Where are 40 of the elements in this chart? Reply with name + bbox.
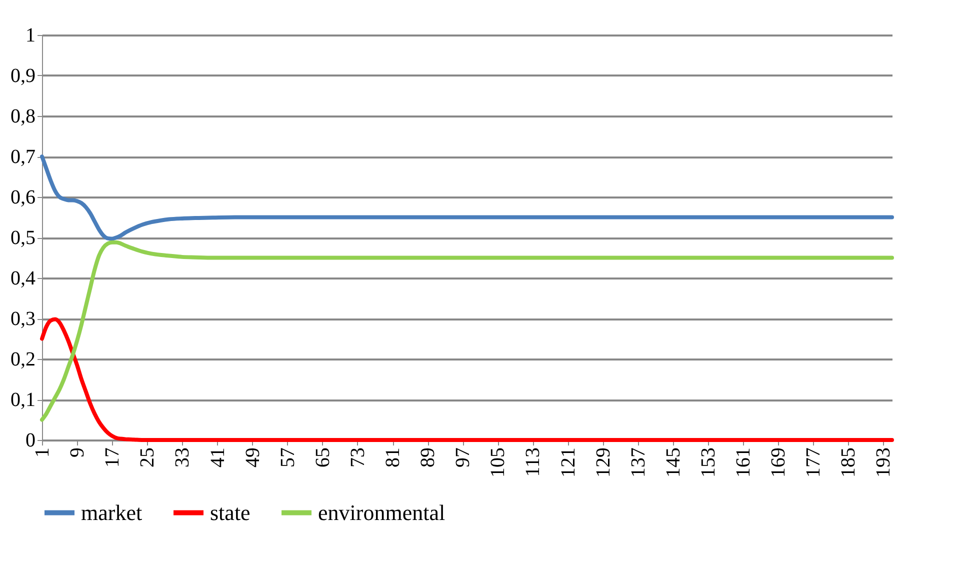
x-tick-label: 65 bbox=[312, 448, 334, 468]
x-tick-label: 25 bbox=[136, 448, 159, 468]
line-series bbox=[40, 154, 894, 241]
y-tick-label: 0,7 bbox=[10, 146, 36, 168]
x-tick-label: 57 bbox=[276, 448, 299, 468]
x-tick-label: 185 bbox=[838, 448, 860, 478]
x-tick-label: 41 bbox=[206, 448, 229, 468]
x-tick-label: 177 bbox=[802, 448, 825, 478]
x-tick-label: 9 bbox=[66, 448, 89, 458]
legend-label: market bbox=[81, 500, 142, 525]
y-tick-label: 0,6 bbox=[10, 186, 36, 208]
x-tick-label: 33 bbox=[172, 448, 194, 468]
x-tick-label: 161 bbox=[732, 448, 755, 478]
x-tick-label: 137 bbox=[627, 448, 650, 478]
y-tick-label: 1 bbox=[26, 24, 36, 46]
y-tick-label: 0,8 bbox=[10, 106, 36, 128]
legend-label: environmental bbox=[318, 500, 446, 525]
y-tick-label: 0,2 bbox=[10, 348, 36, 370]
y-tick-label: 0,4 bbox=[10, 268, 36, 290]
y-tick-label: 0 bbox=[26, 430, 36, 452]
x-tick-label: 73 bbox=[346, 448, 369, 468]
x-tick-label: 121 bbox=[557, 448, 580, 478]
x-tick-label: 169 bbox=[768, 448, 790, 478]
x-tick-label: 17 bbox=[102, 448, 124, 468]
line-series bbox=[40, 240, 894, 422]
y-tick-label: 0,1 bbox=[10, 389, 36, 411]
x-tick-label: 89 bbox=[417, 448, 440, 468]
x-tick-label: 113 bbox=[522, 448, 544, 477]
x-tick-label: 153 bbox=[697, 448, 720, 478]
x-tick-label: 193 bbox=[872, 448, 895, 478]
x-tick-label: 145 bbox=[662, 448, 684, 478]
x-tick-label: 97 bbox=[452, 448, 474, 468]
y-tick-label: 0,5 bbox=[10, 227, 36, 249]
x-tick-label: 49 bbox=[242, 448, 264, 468]
x-tick-label: 81 bbox=[382, 448, 404, 468]
y-tick-label: 0,3 bbox=[10, 308, 36, 330]
x-tick-label: 129 bbox=[592, 448, 614, 478]
y-tick-label: 0,9 bbox=[10, 65, 36, 87]
x-tick-label: 105 bbox=[487, 448, 510, 478]
legend-label: state bbox=[210, 500, 250, 525]
